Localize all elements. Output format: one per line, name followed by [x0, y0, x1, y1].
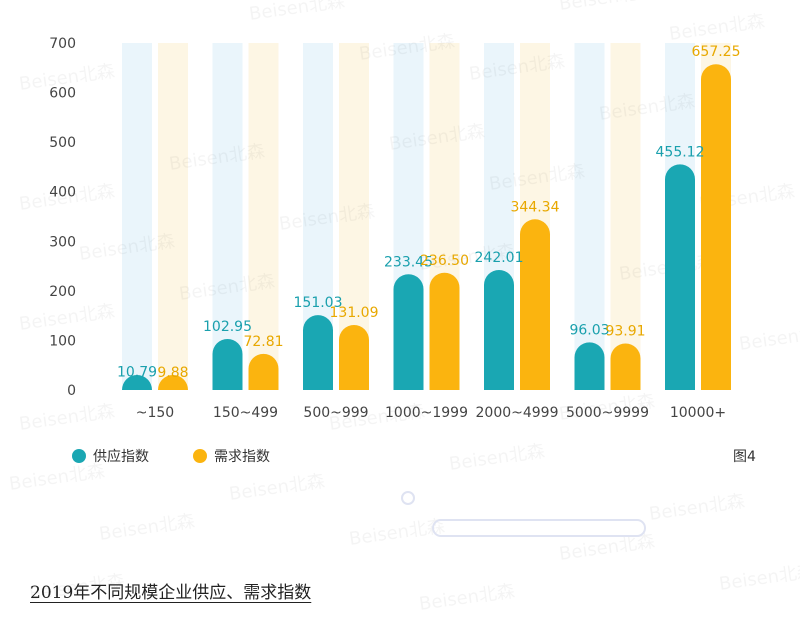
x-tick-label: 2000~4999 [476, 405, 559, 421]
supply-value-label: 102.95 [203, 319, 252, 335]
watermark-text: Beisen北森 [348, 516, 446, 550]
supply-bar [122, 375, 152, 390]
demand-value-label: 657.25 [692, 44, 741, 60]
legend-supply-label: 供应指数 [93, 448, 149, 465]
y-tick-label: 200 [49, 284, 76, 300]
watermark-text: Beisen北森 [558, 0, 656, 15]
x-tick-label: ~150 [136, 405, 174, 421]
y-axis-ticks: 0 100 200 300 400 500 600 700 [49, 36, 76, 399]
x-tick-label: 150~499 [213, 405, 278, 421]
legend-supply-marker [72, 449, 86, 463]
scroll-bar [432, 519, 646, 537]
y-tick-label: 400 [49, 185, 76, 201]
y-tick-label: 0 [67, 383, 76, 399]
supply-bar [665, 164, 695, 390]
legend-demand-marker [193, 449, 207, 463]
watermark-text: Beisen北森 [648, 491, 746, 525]
demand-bar [610, 343, 641, 390]
demand-bar [339, 325, 369, 390]
demand-value-label: 344.34 [511, 199, 560, 215]
supply-value-label: 96.03 [569, 322, 609, 338]
demand-bg-stripe [610, 43, 641, 390]
watermark-text: Beisen北森 [738, 321, 800, 355]
demand-bg-stripe [248, 43, 279, 390]
figure-label: 图4 [733, 449, 756, 465]
supply-bar [574, 342, 605, 390]
demand-value-label: 9.88 [157, 365, 188, 381]
demand-bar [520, 219, 550, 390]
y-tick-label: 100 [49, 333, 76, 349]
watermark-text: Beisen北森 [468, 51, 566, 85]
watermark-text: Beisen北森 [228, 471, 326, 505]
bars [122, 64, 731, 390]
legend-demand-label: 需求指数 [214, 449, 270, 465]
watermark-text: Beisen北森 [98, 511, 196, 545]
supply-value-label: 233.45 [384, 254, 433, 270]
supply-bar [303, 315, 333, 390]
demand-bar [701, 64, 731, 390]
demand-value-label: 236.50 [420, 253, 469, 269]
supply-bar [484, 270, 514, 390]
demand-value-label: 93.91 [605, 323, 645, 339]
watermark-text: Beisen北森 [448, 441, 546, 475]
supply-value-label: 455.12 [656, 144, 705, 160]
x-tick-label: 1000~1999 [385, 405, 468, 421]
scroll-dot [401, 491, 415, 505]
y-tick-label: 600 [49, 86, 76, 102]
supply-bg-stripe [122, 43, 152, 390]
x-tick-label: 5000~9999 [566, 405, 649, 421]
supply-bar [393, 274, 424, 390]
demand-bg-stripe [158, 43, 188, 390]
watermark-text: Beisen北森 [248, 0, 346, 25]
supply-value-label: 242.01 [475, 250, 524, 266]
legend: 供应指数 需求指数 [72, 448, 270, 465]
watermark-text: Beisen北森 [18, 301, 116, 335]
demand-value-label: 131.09 [330, 305, 379, 321]
supply-value-label: 151.03 [294, 295, 343, 311]
demand-bar [158, 375, 188, 390]
scroll-indicator [401, 491, 646, 537]
y-tick-label: 700 [49, 36, 76, 52]
demand-value-label: 72.81 [243, 334, 283, 350]
caption: 2019年不同规模企业供应、需求指数 [30, 583, 312, 603]
watermark-text: Beisen北森 [8, 461, 106, 495]
supply-bar [212, 338, 243, 390]
watermark-text: Beisen北森 [718, 561, 800, 595]
watermark-text: Beisen北森 [668, 11, 766, 45]
supply-value-label: 10.79 [117, 365, 157, 381]
x-axis-ticks: ~150 150~499 500~999 1000~1999 2000~4999 5000… [136, 405, 726, 421]
x-tick-label: 500~999 [303, 405, 368, 421]
y-tick-label: 500 [49, 135, 76, 151]
demand-bar [429, 272, 460, 390]
x-tick-label: 10000+ [670, 405, 726, 421]
demand-bar [248, 353, 279, 390]
y-tick-label: 300 [49, 234, 76, 250]
watermark-text: Beisen北森 [418, 581, 516, 615]
supply-bg-stripe [212, 43, 243, 390]
supply-bg-stripe [574, 43, 605, 390]
watermark-text: Beisen北森 [18, 401, 116, 435]
